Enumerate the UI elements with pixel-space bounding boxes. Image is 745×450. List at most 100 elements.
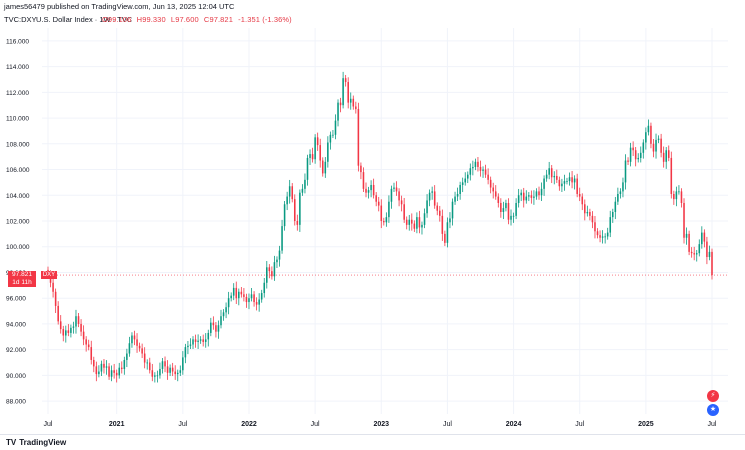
candle <box>204 339 207 342</box>
candle <box>362 172 365 189</box>
price-chart[interactable]: 88.00090.00092.00094.00096.00098.000100.… <box>0 0 745 434</box>
candle <box>568 177 571 182</box>
candle <box>296 221 299 225</box>
low-value: L97.600 <box>170 15 199 24</box>
tradingview-logo-text: TradingView <box>19 438 67 447</box>
candle <box>416 217 418 229</box>
candle <box>667 150 670 158</box>
candle <box>174 371 176 375</box>
candle <box>367 190 370 193</box>
symbol-price-tag: DXY <box>41 271 57 280</box>
candle <box>159 368 161 376</box>
candle <box>398 191 400 201</box>
symbol-code: TVC:DXY <box>4 15 37 24</box>
x-tick-label: 2023 <box>373 421 389 428</box>
candle <box>118 367 121 376</box>
candle <box>187 345 189 348</box>
candle <box>393 187 395 189</box>
candle <box>487 174 489 180</box>
candle <box>98 371 100 375</box>
candle <box>701 232 703 245</box>
candle <box>573 178 576 183</box>
open-value: O99.106 <box>102 15 132 24</box>
y-tick-label: 112.000 <box>6 90 29 97</box>
candle <box>385 217 388 223</box>
candle <box>380 205 383 221</box>
candle <box>561 183 563 187</box>
candle <box>502 208 505 212</box>
candle <box>151 370 154 377</box>
candle <box>161 361 164 369</box>
candle <box>324 161 327 174</box>
candle <box>599 235 601 238</box>
candle <box>482 169 484 171</box>
candle <box>594 222 596 232</box>
candle <box>179 370 182 373</box>
candle <box>609 217 612 233</box>
y-tick-label: 102.000 <box>6 219 30 226</box>
candle <box>477 161 479 167</box>
candle <box>421 224 423 228</box>
candle <box>113 370 115 373</box>
tradingview-logo: TV TradingView <box>6 438 66 447</box>
y-tick-label: 110.000 <box>6 116 29 123</box>
candle <box>449 218 451 223</box>
candle <box>93 359 95 367</box>
candle <box>344 78 347 83</box>
candle <box>377 201 380 206</box>
candle <box>533 196 535 198</box>
candle <box>522 192 525 201</box>
candle <box>245 296 248 303</box>
candle <box>662 152 665 162</box>
candle <box>329 134 332 143</box>
us-flag-icon[interactable]: ★ <box>707 404 719 416</box>
x-tick-label: Jul <box>311 421 320 428</box>
y-tick-label: 116.000 <box>6 38 29 45</box>
countdown-tag: 1d 11h <box>8 279 36 288</box>
candle <box>428 192 431 201</box>
candle <box>65 330 67 336</box>
candle <box>238 291 240 299</box>
candle <box>276 259 278 263</box>
candle <box>372 184 375 196</box>
candle <box>451 201 454 219</box>
candle <box>400 200 403 205</box>
candle <box>126 353 128 360</box>
x-tick-label: Jul <box>575 421 584 428</box>
candle <box>67 330 70 333</box>
candle <box>683 202 685 238</box>
candle <box>706 241 708 258</box>
x-tick-label: 2022 <box>241 421 257 428</box>
candle <box>675 191 678 200</box>
candle <box>337 102 339 121</box>
candle <box>72 326 75 328</box>
candle <box>472 166 474 169</box>
candle <box>456 193 459 197</box>
candle <box>57 305 59 322</box>
candle <box>232 287 235 296</box>
candle <box>82 331 85 340</box>
candle <box>586 211 589 214</box>
candle <box>507 202 510 220</box>
candle <box>136 339 138 346</box>
candle <box>685 233 688 238</box>
candle <box>411 219 413 224</box>
candle <box>629 147 632 162</box>
candle <box>695 253 698 255</box>
candle <box>660 138 662 153</box>
x-tick-label: Jul <box>178 421 187 428</box>
candle <box>278 250 281 260</box>
candle <box>146 362 149 364</box>
candle <box>642 142 645 153</box>
candle <box>80 323 82 332</box>
candle <box>464 178 467 183</box>
candle <box>647 125 650 133</box>
candle <box>645 132 647 143</box>
candle <box>388 201 390 218</box>
x-tick-label: 2025 <box>638 421 654 428</box>
candle <box>220 316 222 326</box>
lightning-icon[interactable]: ⚡ <box>707 390 719 402</box>
candle <box>342 78 344 106</box>
countdown-label: 1d 11h <box>12 279 32 287</box>
candle <box>589 211 591 216</box>
